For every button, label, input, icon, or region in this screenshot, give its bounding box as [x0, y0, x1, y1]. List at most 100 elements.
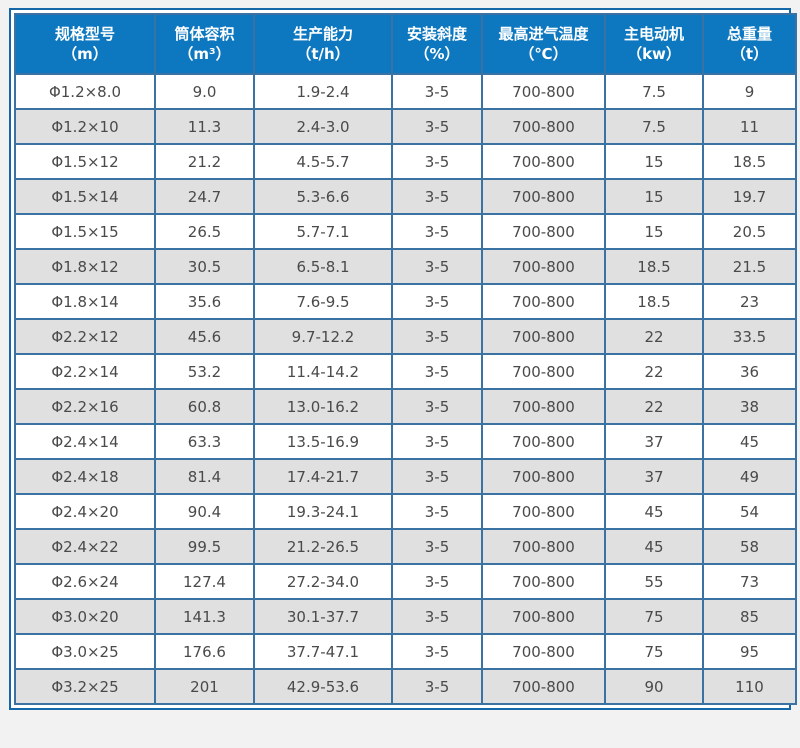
- table-cell: 54: [702, 493, 797, 530]
- table-row: Φ1.5×15 26.5 5.7-7.1 3-5 700-800 15 20.5: [14, 213, 797, 250]
- table-cell: Φ2.6×24: [14, 563, 156, 600]
- table-row: Φ1.2×8.0 9.0 1.9-2.4 3-5 700-800 7.5 9: [14, 73, 797, 110]
- table-cell: 3-5: [391, 143, 483, 180]
- table-cell: Φ2.4×14: [14, 423, 156, 460]
- column-header-title: 总重量: [726, 24, 772, 43]
- table-cell: 22: [604, 318, 704, 355]
- table-cell: Φ1.2×8.0: [14, 73, 156, 110]
- column-header-title: 生产能力: [292, 24, 353, 43]
- table-row: Φ1.5×12 21.2 4.5-5.7 3-5 700-800 15 18.5: [14, 143, 797, 180]
- table-cell: 63.3: [154, 423, 255, 460]
- column-header-7: 总重量 （t）: [702, 13, 797, 75]
- table-row: Φ2.2×16 60.8 13.0-16.2 3-5 700-800 22 38: [14, 388, 797, 425]
- table-cell: 3-5: [391, 178, 483, 215]
- table-cell: 700-800: [481, 423, 606, 460]
- table-cell: 85: [702, 598, 797, 635]
- table-cell: Φ3.0×20: [14, 598, 156, 635]
- table-cell: 700-800: [481, 283, 606, 320]
- table-cell: Φ3.2×25: [14, 668, 156, 705]
- table-cell: 19.3-24.1: [253, 493, 393, 530]
- table-cell: 700-800: [481, 108, 606, 145]
- table-cell: 2.4-3.0: [253, 108, 393, 145]
- column-header-4: 安装斜度 （%）: [391, 13, 483, 75]
- table-cell: 1.9-2.4: [253, 73, 393, 110]
- table-cell: 110: [702, 668, 797, 705]
- table-cell: Φ1.8×12: [14, 248, 156, 285]
- table-cell: 700-800: [481, 143, 606, 180]
- table-cell: 11: [702, 108, 797, 145]
- column-header-2: 筒体容积 （m³）: [154, 13, 255, 75]
- table-row: Φ2.4×14 63.3 13.5-16.9 3-5 700-800 37 45: [14, 423, 797, 460]
- table-cell: 49: [702, 458, 797, 495]
- table-row: Φ3.0×20 141.3 30.1-37.7 3-5 700-800 75 85: [14, 598, 797, 635]
- table-cell: 42.9-53.6: [253, 668, 393, 705]
- spec-table-header: 规格型号 （m） 筒体容积 （m³） 生产能力 （t/h） 安装斜度 （%） 最高进气温度 （℃）…: [14, 13, 797, 75]
- table-cell: 45.6: [154, 318, 255, 355]
- column-header-title: 规格型号: [54, 24, 115, 43]
- table-row: Φ2.2×14 53.2 11.4-14.2 3-5 700-800 22 36: [14, 353, 797, 390]
- table-cell: 3-5: [391, 248, 483, 285]
- column-header-unit: （%）: [414, 45, 460, 63]
- table-cell: 3-5: [391, 318, 483, 355]
- table-cell: Φ1.2×10: [14, 108, 156, 145]
- column-header-3: 生产能力 （t/h）: [253, 13, 393, 75]
- table-cell: 3-5: [391, 108, 483, 145]
- column-header-unit: （t/h）: [296, 45, 350, 63]
- table-row: Φ1.2×10 11.3 2.4-3.0 3-5 700-800 7.5 11: [14, 108, 797, 145]
- table-cell: 201: [154, 668, 255, 705]
- table-cell: 81.4: [154, 458, 255, 495]
- table-row: Φ2.4×20 90.4 19.3-24.1 3-5 700-800 45 54: [14, 493, 797, 530]
- table-cell: 37: [604, 458, 704, 495]
- table-cell: 700-800: [481, 73, 606, 110]
- table-cell: 37.7-47.1: [253, 633, 393, 670]
- table-cell: 3-5: [391, 598, 483, 635]
- table-cell: 75: [604, 598, 704, 635]
- table-cell: 45: [702, 423, 797, 460]
- table-cell: 700-800: [481, 633, 606, 670]
- table-cell: 127.4: [154, 563, 255, 600]
- table-row: Φ2.4×18 81.4 17.4-21.7 3-5 700-800 37 49: [14, 458, 797, 495]
- table-cell: 75: [604, 633, 704, 670]
- table-cell: Φ1.5×12: [14, 143, 156, 180]
- table-cell: 55: [604, 563, 704, 600]
- table-cell: 33.5: [702, 318, 797, 355]
- table-cell: 38: [702, 388, 797, 425]
- table-cell: 18.5: [702, 143, 797, 180]
- column-header-title: 筒体容积: [174, 24, 235, 43]
- table-row: Φ3.0×25 176.6 37.7-47.1 3-5 700-800 75 95: [14, 633, 797, 670]
- table-cell: 9.7-12.2: [253, 318, 393, 355]
- table-cell: 15: [604, 178, 704, 215]
- table-cell: 3-5: [391, 73, 483, 110]
- column-header-unit: （t）: [730, 45, 769, 63]
- column-header-title: 安装斜度: [406, 24, 467, 43]
- table-cell: 700-800: [481, 213, 606, 250]
- table-cell: 26.5: [154, 213, 255, 250]
- table-cell: 9.0: [154, 73, 255, 110]
- spec-table-frame: 规格型号 （m） 筒体容积 （m³） 生产能力 （t/h） 安装斜度 （%） 最高进气温度 （℃）…: [9, 8, 797, 710]
- table-cell: Φ1.8×14: [14, 283, 156, 320]
- table-cell: 7.6-9.5: [253, 283, 393, 320]
- table-cell: 21.2-26.5: [253, 528, 393, 565]
- table-cell: 22: [604, 353, 704, 390]
- table-cell: 3-5: [391, 353, 483, 390]
- table-cell: 700-800: [481, 458, 606, 495]
- table-cell: 36: [702, 353, 797, 390]
- table-cell: 21.2: [154, 143, 255, 180]
- table-cell: 23: [702, 283, 797, 320]
- table-cell: Φ1.5×14: [14, 178, 156, 215]
- table-cell: 4.5-5.7: [253, 143, 393, 180]
- column-header-1: 规格型号 （m）: [14, 13, 156, 75]
- table-cell: 17.4-21.7: [253, 458, 393, 495]
- table-cell: 99.5: [154, 528, 255, 565]
- table-cell: 176.6: [154, 633, 255, 670]
- table-cell: 15: [604, 143, 704, 180]
- table-cell: 73: [702, 563, 797, 600]
- table-row: Φ3.2×25 201 42.9-53.6 3-5 700-800 90 110: [14, 668, 797, 705]
- table-cell: 13.5-16.9: [253, 423, 393, 460]
- table-cell: 141.3: [154, 598, 255, 635]
- table-cell: 700-800: [481, 318, 606, 355]
- table-cell: 7.5: [604, 73, 704, 110]
- table-cell: 27.2-34.0: [253, 563, 393, 600]
- table-cell: 3-5: [391, 423, 483, 460]
- column-header-unit: （kw）: [627, 45, 681, 63]
